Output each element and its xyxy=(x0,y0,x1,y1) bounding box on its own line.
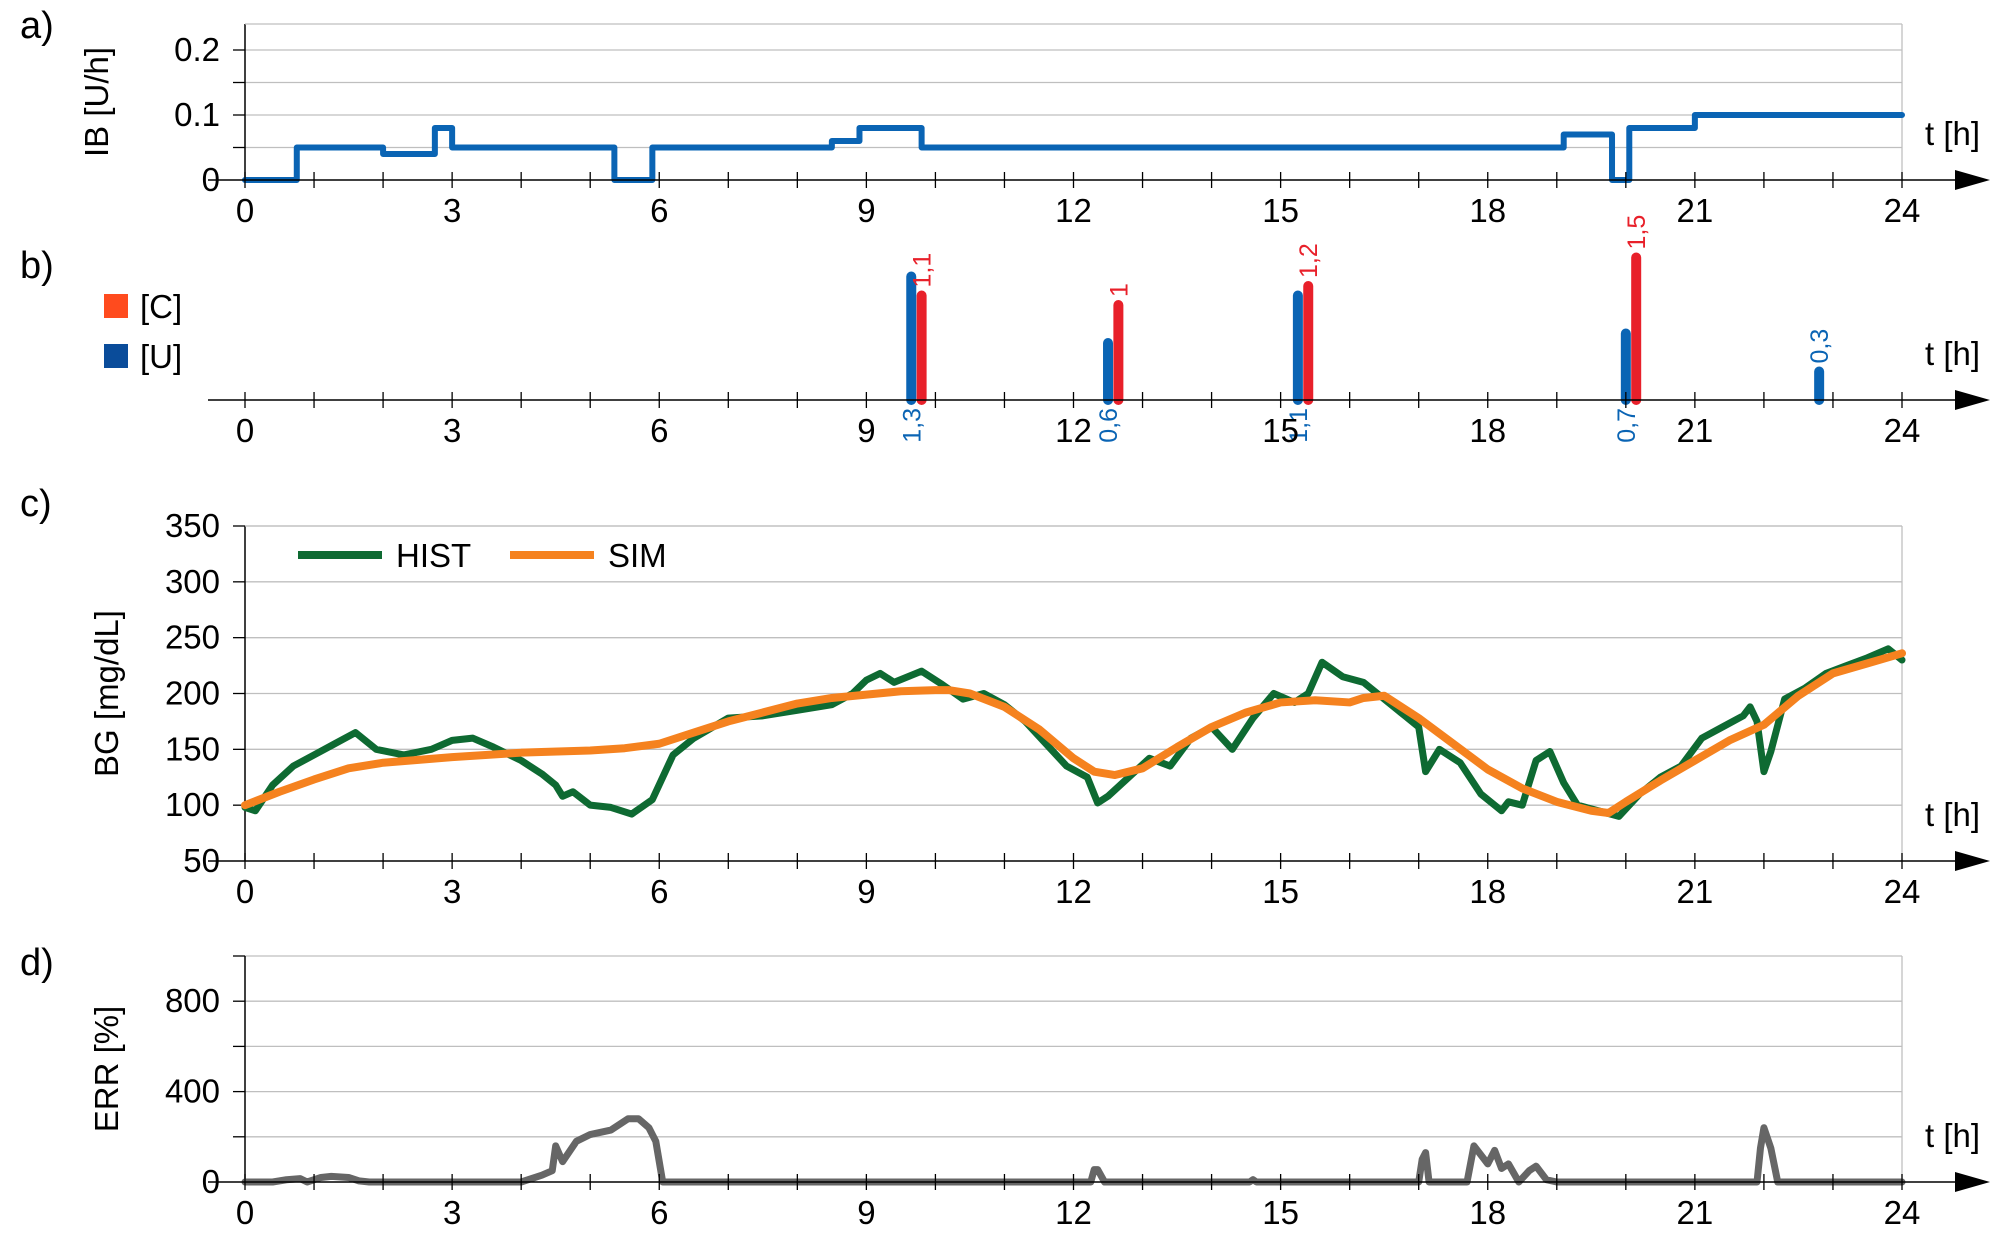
x-tick-label: 21 xyxy=(1677,192,1714,229)
x-tick-label: 9 xyxy=(857,192,875,229)
x-tick-label: 3 xyxy=(443,1194,461,1231)
y-tick-label: 0.2 xyxy=(174,31,220,68)
x-axis-arrow xyxy=(1955,390,1990,410)
insulin-value-label: 0,7 xyxy=(1613,408,1641,443)
x-tick-label: 18 xyxy=(1469,192,1506,229)
x-tick-label: 15 xyxy=(1262,1194,1299,1231)
legend-label: HIST xyxy=(396,537,471,574)
err-series-line xyxy=(241,1115,1906,1186)
insulin-value-label: 1,3 xyxy=(898,408,926,443)
x-tick-label: 0 xyxy=(236,412,254,449)
legend-label: [C] xyxy=(140,288,182,325)
x-tick-label: 18 xyxy=(1469,873,1506,910)
x-tick-label: 0 xyxy=(236,192,254,229)
y-tick-label: 400 xyxy=(165,1073,220,1110)
legend-label: SIM xyxy=(608,537,667,574)
insulin-value-label: 1,1 xyxy=(1285,408,1313,443)
x-axis-arrow xyxy=(1955,1172,1990,1192)
panel-b: 1,3 0,6 1,1 0,7 0,3 1,1 1 1,2 1,5 [C] [U] 0 3 6 9 12 15 1… xyxy=(20,215,1990,449)
x-tick-label: 21 xyxy=(1677,1194,1714,1231)
x-tick-label: 15 xyxy=(1262,192,1299,229)
panel-label: b) xyxy=(20,245,54,287)
x-tick-label: 9 xyxy=(857,873,875,910)
x-axis-label: t [h] xyxy=(1925,796,1980,833)
y-axis-label: IB [U/h] xyxy=(78,47,115,157)
x-axis-arrow xyxy=(1955,851,1990,871)
x-axis-label: t [h] xyxy=(1925,115,1980,152)
x-axis-label: t [h] xyxy=(1925,335,1980,372)
x-tick-label: 6 xyxy=(650,873,668,910)
x-tick-label: 21 xyxy=(1677,412,1714,449)
x-tick-label: 24 xyxy=(1884,412,1921,449)
x-axis-label: t [h] xyxy=(1925,1117,1980,1154)
y-tick-label: 150 xyxy=(165,730,220,767)
panel-label: d) xyxy=(20,942,54,984)
x-tick-label: 18 xyxy=(1469,1194,1506,1231)
y-tick-label: 0.1 xyxy=(174,96,220,133)
x-tick-label: 18 xyxy=(1469,412,1506,449)
x-tick-label: 6 xyxy=(650,192,668,229)
x-tick-label: 6 xyxy=(650,1194,668,1231)
x-tick-label: 12 xyxy=(1055,873,1092,910)
carb-value-label: 1 xyxy=(1105,283,1133,297)
x-tick-label: 21 xyxy=(1677,873,1714,910)
x-tick-label: 24 xyxy=(1884,873,1921,910)
x-tick-label: 9 xyxy=(857,1194,875,1231)
x-tick-label: 0 xyxy=(236,1194,254,1231)
carb-value-label: 1,2 xyxy=(1295,243,1323,278)
x-tick-label: 12 xyxy=(1055,192,1092,229)
y-axis-label: BG [mg/dL] xyxy=(88,610,125,777)
legend-label: [U] xyxy=(140,338,182,375)
insulin-value-label: 0,6 xyxy=(1095,408,1123,443)
y-tick-label: 200 xyxy=(165,675,220,712)
x-tick-label: 12 xyxy=(1055,412,1092,449)
x-tick-label: 3 xyxy=(443,873,461,910)
panel-label: a) xyxy=(20,5,54,47)
legend-swatch xyxy=(104,294,128,318)
y-tick-label: 100 xyxy=(165,786,220,823)
y-tick-label: 800 xyxy=(165,982,220,1019)
y-tick-label: 250 xyxy=(165,619,220,656)
insulin-value-label: 0,3 xyxy=(1806,329,1834,364)
sim-series-line xyxy=(241,649,1906,817)
x-tick-label: 12 xyxy=(1055,1194,1092,1231)
panel-a: 00.10.2IB [U/h]0 3 6 9 12 15 18 21 24t [h]a) xyxy=(20,5,1990,229)
legend-swatch xyxy=(104,344,128,368)
x-tick-label: 3 xyxy=(443,192,461,229)
x-axis-arrow xyxy=(1955,170,1990,190)
x-tick-label: 9 xyxy=(857,412,875,449)
carb-value-label: 1,1 xyxy=(909,253,937,288)
y-tick-label: 300 xyxy=(165,563,220,600)
x-tick-label: 15 xyxy=(1262,412,1299,449)
x-tick-label: 24 xyxy=(1884,192,1921,229)
x-tick-label: 3 xyxy=(443,412,461,449)
x-tick-label: 0 xyxy=(236,873,254,910)
panel-label: c) xyxy=(20,483,52,525)
x-tick-label: 24 xyxy=(1884,1194,1921,1231)
x-tick-label: 6 xyxy=(650,412,668,449)
y-tick-label: 350 xyxy=(165,507,220,544)
hist-series-line xyxy=(241,645,1906,820)
x-tick-label: 15 xyxy=(1262,873,1299,910)
y-axis-label: ERR [%] xyxy=(88,1006,125,1133)
carb-value-label: 1,5 xyxy=(1623,215,1651,250)
